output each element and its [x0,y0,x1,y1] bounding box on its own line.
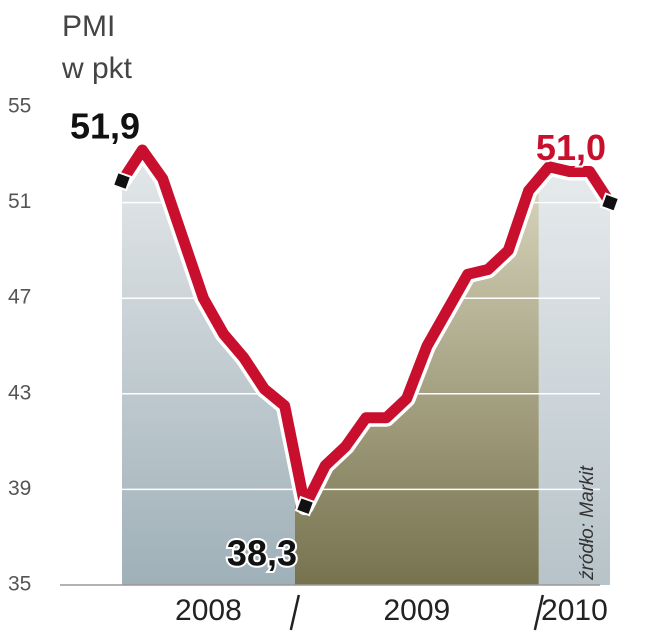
y-tick-label: 55 [8,95,31,118]
year-separator [533,594,545,631]
chart-subtitle: w pkt [61,52,133,85]
line [117,144,615,512]
x-tick-label: 2009 [383,594,450,627]
y-tick-label: 47 [8,286,31,309]
point-marker [111,170,133,192]
year-separator [289,594,301,631]
value-label: 38,3 [227,533,297,574]
area-fill [122,150,295,585]
y-tick-label: 39 [8,477,31,500]
source: źródło: Markit [577,465,598,581]
point-marker [294,495,316,517]
x-tick-label: 2008 [175,594,242,627]
y-tick-label: 35 [8,573,31,596]
x-tick-label: 2010 [541,594,608,627]
area-fill [538,166,610,585]
y-tick-label: 43 [8,381,31,404]
y-tick-label: 51 [8,190,31,213]
chart-title: PMI [62,10,115,43]
value-label: 51,9 [70,106,140,147]
value-label: 51,0 [536,127,606,168]
point-marker [599,192,621,213]
